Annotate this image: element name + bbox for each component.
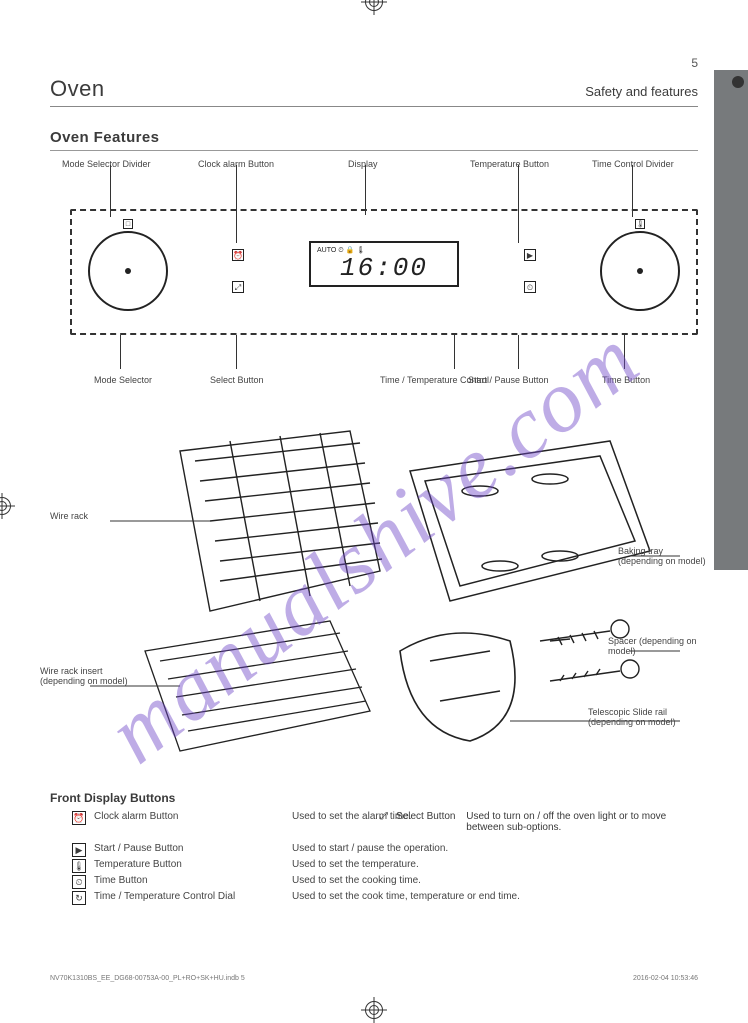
play-pause-icon: ▶ <box>72 843 86 857</box>
page-number: 5 <box>691 56 698 70</box>
temp-icon: 🌡 <box>635 219 645 229</box>
leader-line <box>518 335 519 369</box>
button-row-start-pause: ▶ Start / Pause Button Used to start / p… <box>72 843 698 857</box>
select-icon: ⤢ <box>232 281 244 293</box>
panel-outline: □ 🌡 ⏰ ⤢ ▶ ⏲ AUTO ⏲ 🔒 🌡 16:00 <box>70 209 698 335</box>
button-desc: Used to set the cooking time. <box>292 875 421 889</box>
leader-line <box>365 165 366 215</box>
alarm-icon: ⏰ <box>232 249 244 261</box>
leader-line <box>120 335 121 369</box>
play-icon: ▶ <box>524 249 536 261</box>
button-desc: Used to set the cook time, temperature o… <box>292 891 520 905</box>
label-wire-rack: Wire rack <box>50 511 88 521</box>
button-label: Time / Temperature Control Dial <box>94 891 284 905</box>
leader-line <box>454 335 455 369</box>
alarm-icon: ⏰ <box>72 811 86 825</box>
mode-selector-dial: □ <box>88 231 168 311</box>
button-label: Clock alarm Button <box>94 811 284 825</box>
button-row-temperature: 🌡 Temperature Button Used to set the tem… <box>72 859 698 873</box>
footer-filename: NV70K1310BS_EE_DG68-00753A-00_PL+RO+SK+H… <box>50 975 245 982</box>
dial-icon: ↻ <box>72 891 86 905</box>
time-icon: ⏲ <box>524 281 536 293</box>
label-telescopic-slide: Telescopic Slide rail (depending on mode… <box>588 707 708 727</box>
oven-display: AUTO ⏲ 🔒 🌡 16:00 <box>309 241 459 287</box>
button-row-time: ⏲ Time Button Used to set the cooking ti… <box>72 875 698 889</box>
button-desc: Used to turn on / off the oven light or … <box>466 811 698 833</box>
callout-mode-selector: Mode Selector <box>94 375 152 385</box>
button-desc: Used to start / pause the operation. <box>292 843 448 857</box>
time-icon: ⏲ <box>72 875 86 889</box>
button-row-select: ⤢ Select Button Used to turn on / off th… <box>380 811 698 833</box>
time-control-dial: 🌡 <box>600 231 680 311</box>
buttons-list: ⏰ Clock alarm Button Used to set the ala… <box>50 811 698 905</box>
callout-display: Display <box>348 159 378 169</box>
button-label: Temperature Button <box>94 859 284 873</box>
button-row-dial: ↻ Time / Temperature Control Dial Used t… <box>72 891 698 905</box>
section-heading-oven-features: Oven Features <box>50 129 698 151</box>
footer-date: 2016-02-04 10:53:46 <box>633 975 698 982</box>
button-label: Time Button <box>94 875 284 889</box>
button-label: Select Button <box>396 811 458 833</box>
button-desc: Used to set the temperature. <box>292 859 419 873</box>
label-spacer: Spacer (depending on model) <box>608 636 708 656</box>
page-title-row: Oven Safety and features <box>50 76 698 107</box>
select-icon: ⤢ <box>380 811 388 833</box>
temperature-icon: 🌡 <box>72 859 86 873</box>
label-baking-tray: Baking tray (depending on model) <box>618 546 708 566</box>
front-buttons-heading: Front Display Buttons <box>50 791 698 805</box>
title-right: Safety and features <box>585 84 698 99</box>
callout-temperature-button: Temperature Button <box>470 159 549 169</box>
side-index-tab <box>714 70 748 570</box>
callout-mode-selector-divider: Mode Selector Divider <box>62 159 151 169</box>
dial-mark-icon: □ <box>123 219 133 229</box>
display-time: 16:00 <box>311 253 457 283</box>
button-label: Start / Pause Button <box>94 843 284 857</box>
leader-line <box>236 335 237 369</box>
callout-select-button: Select Button <box>210 375 264 385</box>
callout-row-top: Mode Selector Divider Clock alarm Button… <box>50 159 698 195</box>
title-left: Oven <box>50 76 105 102</box>
